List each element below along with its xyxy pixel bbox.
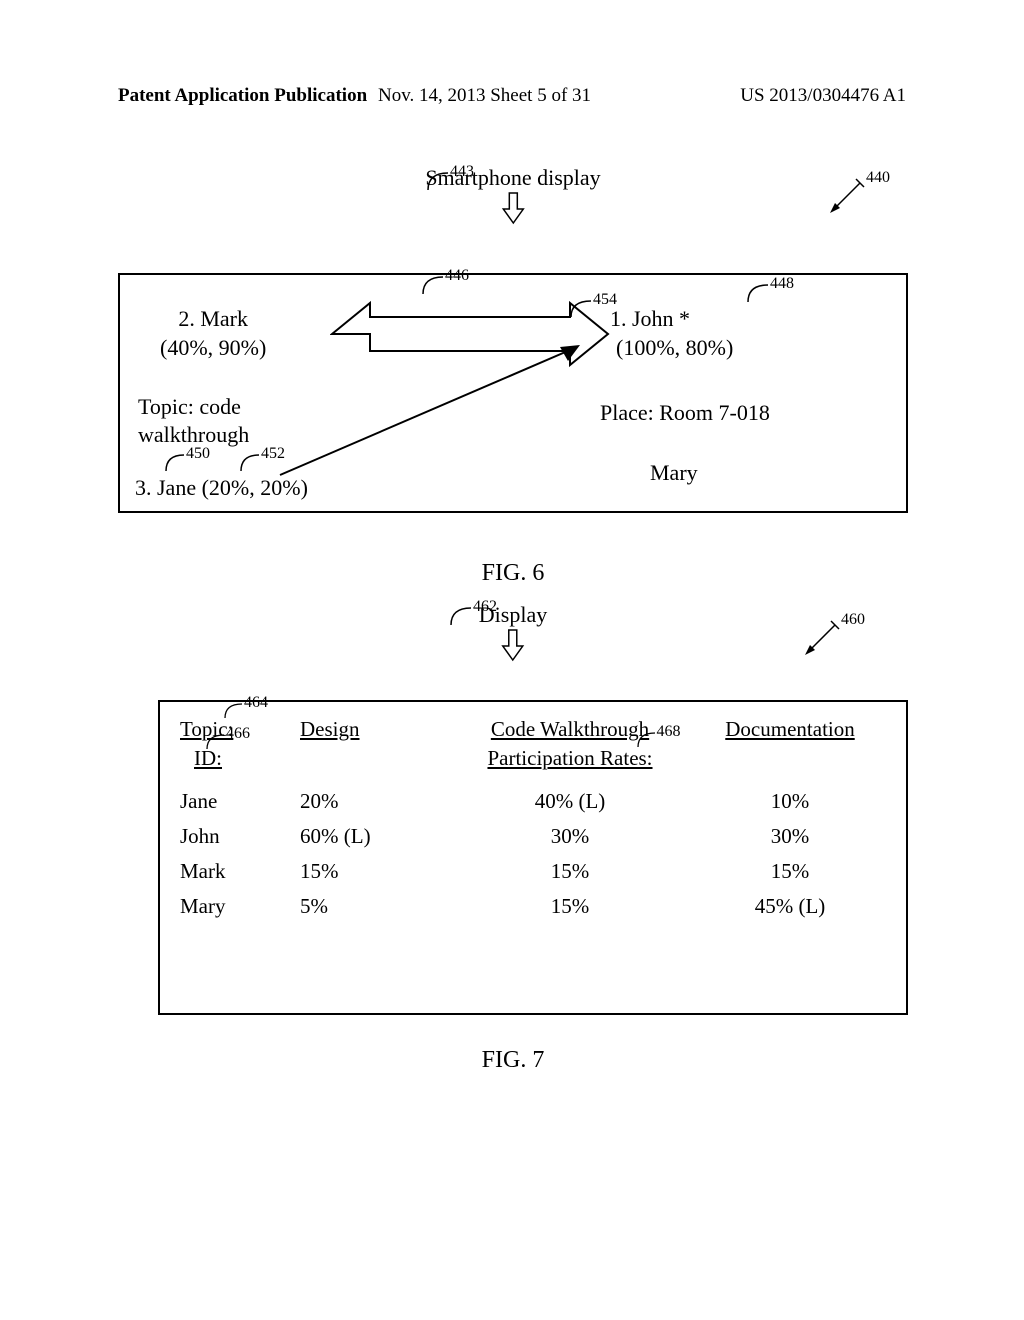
page-header: Patent Application Publication Nov. 14, … [118,85,906,107]
ref-468-callout: 468 [633,728,681,750]
ref-440-label: 440 [866,169,890,187]
place-entry: Place: Room 7-018 [600,400,770,426]
cell-design: 20% [300,789,440,814]
mark-line2: (40%, 90%) [160,334,266,363]
table-header-row: 464 Topic: Design Code Walkthrough Docum… [180,717,886,742]
display-label-group: Display [479,602,547,662]
ref-448-callout: 448 [740,277,800,305]
john-entry: 1. John * (100%, 80%) [610,305,733,362]
john-line2: (100%, 80%) [616,334,733,363]
ref-466-callout: 466 [202,730,250,752]
cell-doc: 10% [700,789,880,814]
ref-460-label: 460 [841,611,865,629]
cell-doc: 15% [700,859,880,884]
cell-id: Mark [180,859,300,884]
ref-440-callout: 440 [828,175,878,215]
table-row: Mark 15% 15% 15% [180,859,886,884]
jane-entry: 450 452 3. Jane (20%, 20%) [135,475,308,501]
ref-466-label: 466 [226,725,250,743]
cell-doc: 30% [700,824,880,849]
header-doc: Documentation [700,717,880,742]
fig6-caption: FIG. 6 [482,560,545,587]
table-row: Mary 5% 15% 45% (L) [180,894,886,919]
cell-code: 30% [440,824,700,849]
ref-446-label: 446 [445,267,469,285]
fig7-caption: FIG. 7 [482,1047,545,1074]
subheader-empty [300,746,440,771]
mark-line1: 2. Mark [160,305,266,334]
john-line1: 1. John * [610,305,733,334]
topic-entry: Topic: code walkthrough [138,393,249,448]
subheader-rates: Participation Rates: [487,746,652,770]
ref-468-label: 468 [657,723,681,741]
ref-450-label: 450 [186,445,210,463]
ref-450-callout: 450 [160,449,210,475]
cell-code: 40% (L) [440,789,700,814]
smartphone-label-group: Smartphone display [425,165,600,225]
participation-table: 464 Topic: Design Code Walkthrough Docum… [180,717,886,919]
ref-448-label: 448 [770,275,794,293]
subheader-empty2 [700,746,880,771]
cell-doc: 45% (L) [700,894,880,919]
table-subheader-row: 466 ID: 468 Part [180,746,886,771]
cell-code: 15% [440,859,700,884]
header-left: Patent Application Publication [118,85,367,107]
ref-452-label: 452 [261,445,285,463]
cell-id: Jane [180,789,300,814]
header-design: Design [300,717,440,742]
smartphone-display-box: 446 448 454 [118,273,908,513]
ref-446-callout: 446 [415,269,475,297]
diagonal-arrow-icon [270,335,600,485]
down-arrow-icon [501,191,525,225]
topic-line2: walkthrough [138,421,249,449]
fig6-content: 446 448 454 [120,275,906,511]
cell-id: Mary [180,894,300,919]
table-row: Jane 20% 40% (L) 10% [180,789,886,814]
header-center: Nov. 14, 2013 Sheet 5 of 31 [378,85,591,107]
ref-452-callout: 452 [235,449,285,475]
display-box: 464 Topic: Design Code Walkthrough Docum… [158,700,908,1015]
ref-464-callout: 464 [220,699,268,721]
topic-line1: Topic: code [138,393,249,421]
display-label: Display [479,602,547,628]
cell-id: John [180,824,300,849]
patent-page: Patent Application Publication Nov. 14, … [0,0,1024,1320]
mary-entry: Mary [650,460,698,486]
smartphone-label: Smartphone display [425,165,600,191]
table-row: John 60% (L) 30% 30% [180,824,886,849]
mark-entry: 2. Mark (40%, 90%) [160,305,266,362]
subheader-rates-cell: 468 Participation Rates: [440,746,700,771]
cell-design: 5% [300,894,440,919]
cell-design: 60% (L) [300,824,440,849]
cell-code: 15% [440,894,700,919]
ref-460-callout: 460 [803,617,853,657]
jane-text: 3. Jane (20%, 20%) [135,475,308,500]
ref-464-label: 464 [244,694,268,712]
cell-design: 15% [300,859,440,884]
down-arrow-icon [501,628,525,662]
header-right: US 2013/0304476 A1 [740,85,906,107]
